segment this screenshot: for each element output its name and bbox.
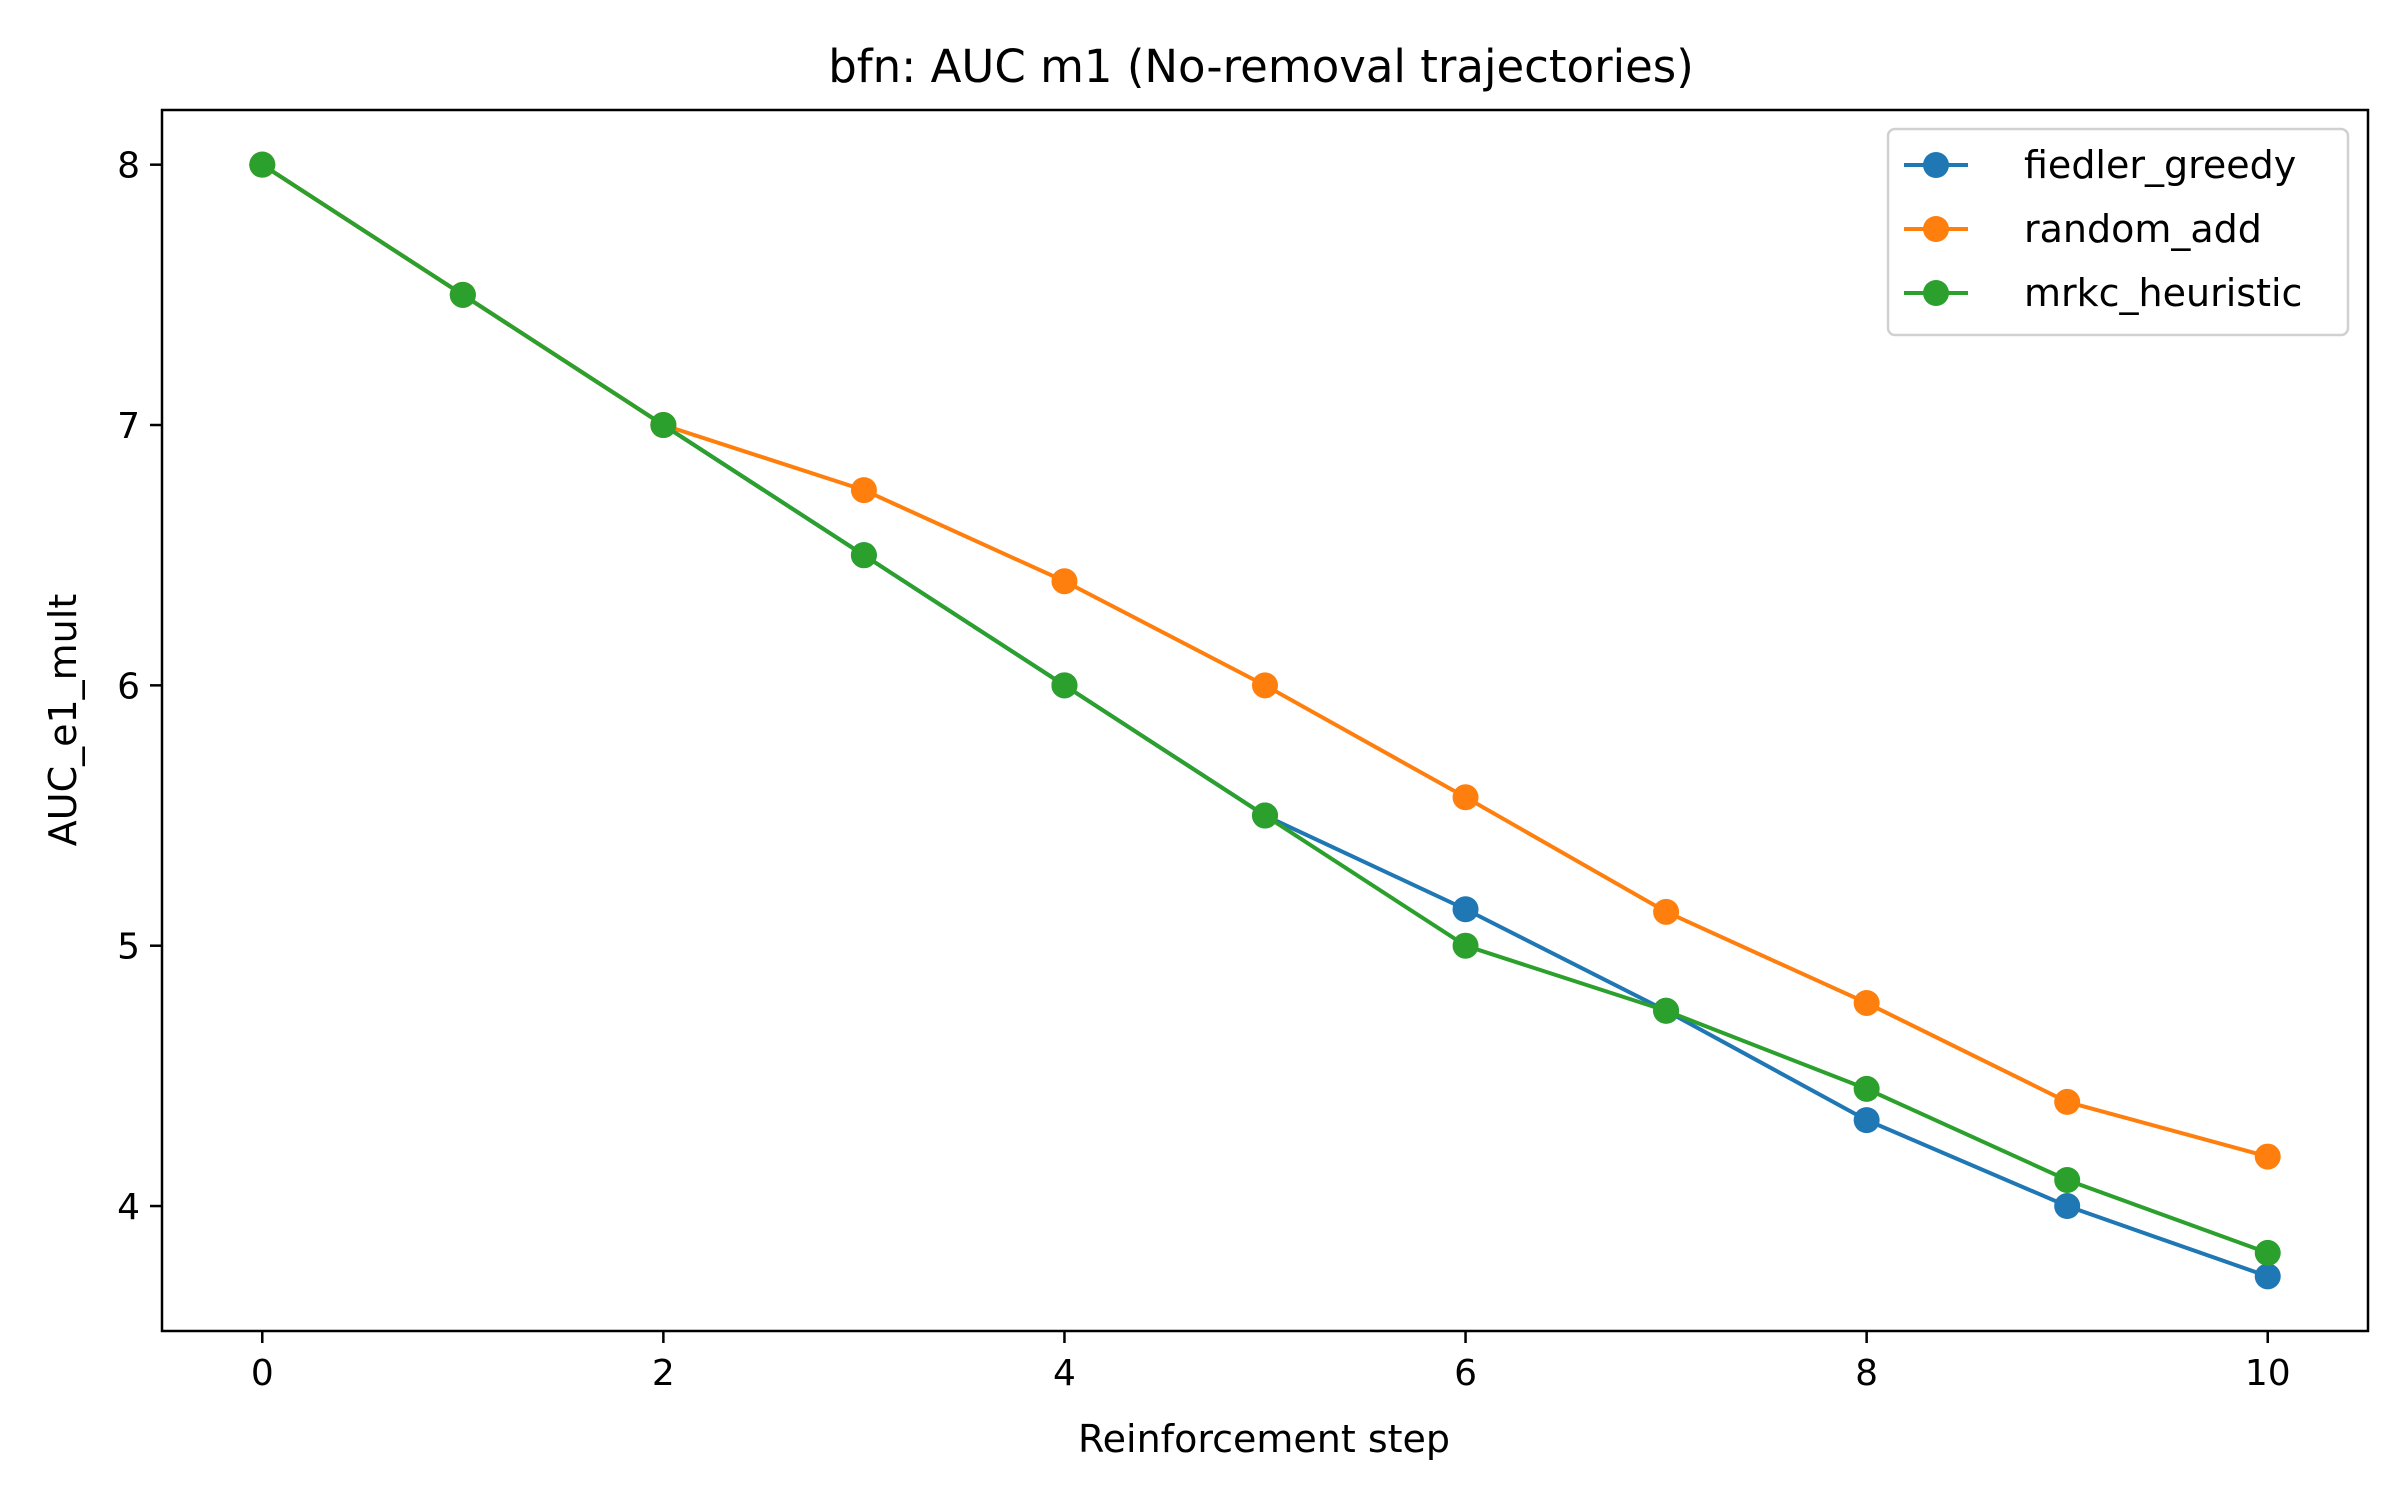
- data-point-fiedler-greedy: [2254, 1263, 2281, 1290]
- data-point-random-add: [1051, 568, 1078, 595]
- x-axis-label: Reinforcement step: [1078, 1417, 1450, 1461]
- series-layer: [249, 151, 2281, 1290]
- x-tick-label: 8: [1855, 1353, 1878, 1394]
- data-point-mrkc-heuristic: [2254, 1239, 2281, 1266]
- data-point-fiedler-greedy: [2054, 1193, 2081, 1220]
- y-tick-label: 7: [117, 406, 140, 447]
- data-point-mrkc-heuristic: [1653, 997, 1680, 1024]
- data-point-mrkc-heuristic: [1051, 672, 1078, 699]
- plot-frame: [160, 108, 2370, 1333]
- legend-label-mrkc-heuristic: mrkc_heuristic: [2024, 271, 2302, 315]
- y-tick-label: 4: [117, 1187, 140, 1228]
- y-tick-label: 6: [117, 666, 140, 707]
- data-point-random-add: [1853, 989, 1880, 1016]
- data-point-random-add: [1252, 672, 1278, 699]
- data-point-random-add: [2254, 1143, 2281, 1170]
- data-point-random-add: [1452, 784, 1479, 811]
- legend-marker-random-add: [1923, 216, 1949, 242]
- data-point-mrkc-heuristic: [2054, 1167, 2081, 1194]
- x-tick-label: 4: [1053, 1353, 1076, 1394]
- y-tick-label: 8: [117, 146, 140, 187]
- legend-label-fiedler-greedy: fiedler_greedy: [2024, 143, 2296, 187]
- x-tick-label: 6: [1454, 1353, 1477, 1394]
- data-point-mrkc-heuristic: [249, 151, 276, 178]
- x-tick-label: 10: [2245, 1353, 2291, 1394]
- data-point-random-add: [1653, 898, 1680, 925]
- data-point-mrkc-heuristic: [1853, 1075, 1880, 1102]
- data-point-fiedler-greedy: [1452, 896, 1479, 923]
- data-point-mrkc-heuristic: [449, 281, 476, 308]
- legend-marker-fiedler-greedy: [1923, 152, 1949, 178]
- x-tick-label: 0: [251, 1353, 274, 1394]
- legend-label-random-add: random_add: [2024, 207, 2262, 251]
- x-tick-label: 2: [652, 1353, 675, 1394]
- y-axis: 4 5 6 7 8: [117, 146, 162, 1228]
- data-point-mrkc-heuristic: [1252, 802, 1278, 829]
- data-point-mrkc-heuristic: [650, 412, 677, 439]
- x-axis: 0 2 4 6 8 10: [251, 1331, 2291, 1394]
- legend-marker-mrkc-heuristic: [1923, 280, 1949, 306]
- data-point-random-add: [2054, 1088, 2081, 1115]
- data-point-fiedler-greedy: [1853, 1107, 1880, 1134]
- chart-title: bfn: AUC m1 (No-removal trajectories): [828, 40, 1694, 93]
- legend: fiedler_greedy random_add mrkc_heuristic: [1886, 127, 2350, 337]
- y-tick-label: 5: [117, 927, 140, 968]
- data-point-random-add: [850, 477, 877, 504]
- y-axis-label: AUC_e1_mult: [41, 594, 85, 846]
- data-point-mrkc-heuristic: [850, 542, 877, 569]
- legend-frame: [1886, 127, 2350, 337]
- data-point-mrkc-heuristic: [1452, 932, 1479, 959]
